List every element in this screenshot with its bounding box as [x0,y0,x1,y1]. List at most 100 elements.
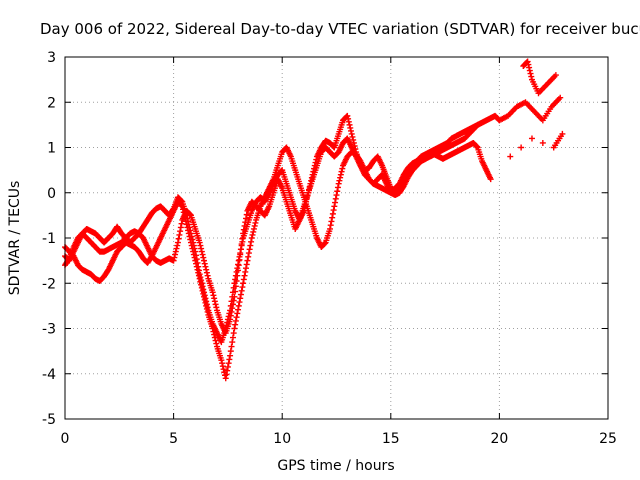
data-point [200,290,207,297]
data-point [189,245,196,252]
y-tick-label: -2 [42,276,56,292]
data-point [197,242,204,249]
data-point [336,177,343,184]
data-point [346,121,353,128]
data-point [193,263,200,270]
data-point [524,58,531,65]
data-point [250,228,257,235]
data-point [339,165,346,172]
data-point [473,143,480,150]
data-point [177,228,184,235]
y-tick-label: -3 [42,322,56,338]
data-point [333,192,340,199]
data-point [347,124,354,131]
data-point [329,214,336,221]
data-point [240,230,247,237]
x-tick-label: 0 [61,431,70,447]
data-point [248,235,255,241]
data-point [227,348,234,355]
data-point [211,334,218,341]
data-point [185,230,192,237]
data-point [240,226,247,233]
data-point [235,306,242,313]
data-point [239,284,246,291]
y-tick-label: -4 [42,367,56,383]
data-point [178,202,185,209]
data-points [62,58,566,382]
data-point [334,184,341,191]
data-point [236,256,243,263]
x-tick-label: 25 [599,431,617,447]
data-point [229,305,236,312]
data-point [219,360,226,367]
data-point [229,339,236,346]
data-point [187,239,194,246]
data-point [526,67,533,74]
data-point [204,308,211,315]
data-point [201,296,208,303]
data-point [559,130,566,137]
data-point [184,224,191,231]
data-point [203,302,210,309]
axis-ticks: 0 5 10 15 20 25 -5 -4 -3 -2 -1 0 1 2 3 [42,50,617,447]
data-point [518,144,525,151]
data-point [213,340,220,347]
data-point [539,139,546,146]
data-point [237,295,244,302]
data-point [193,260,200,267]
x-axis-label: GPS time / hours [277,458,394,474]
data-point [211,295,218,302]
data-point [227,312,234,319]
data-point [65,256,72,263]
data-point [241,222,248,229]
data-point [219,363,226,370]
data-point [220,366,227,373]
data-point [557,94,564,101]
data-point [332,199,339,206]
data-point [225,360,232,367]
data-point [227,316,234,323]
data-point [230,330,237,337]
data-point [198,245,205,252]
data-point [243,211,250,218]
data-point [244,257,251,264]
chart-title: Day 006 of 2022, Sidereal Day-to-day VTE… [40,20,640,38]
data-point [345,115,352,122]
data-point [242,268,249,275]
data-point [211,298,218,305]
data-point [197,278,204,285]
x-tick-label: 15 [382,431,400,447]
data-point [175,235,182,242]
data-point [195,269,202,276]
data-point [232,321,239,328]
data-point [190,248,197,255]
y-tick-label: 1 [47,141,56,157]
data-point [210,328,217,335]
data-point [248,238,255,245]
data-point [526,64,533,71]
data-point [226,356,233,363]
data-point [337,174,344,181]
data-point [213,304,220,311]
data-point [527,70,534,77]
y-tick-label: -5 [42,412,56,428]
data-point [241,272,248,279]
data-point [203,269,210,276]
data-point [337,171,344,178]
data-point [334,188,341,195]
data-point [242,219,249,226]
data-point [201,260,208,267]
data-point [204,272,211,279]
data-point [235,302,242,309]
data-point [335,180,342,187]
data-point [172,248,179,255]
data-point [173,245,180,252]
data-point [224,367,231,374]
data-point [179,203,186,210]
data-point [195,272,202,279]
data-point [178,220,185,227]
y-tick-label: 3 [47,50,56,66]
data-point [233,277,240,284]
data-point [238,287,245,294]
data-point [186,233,193,240]
